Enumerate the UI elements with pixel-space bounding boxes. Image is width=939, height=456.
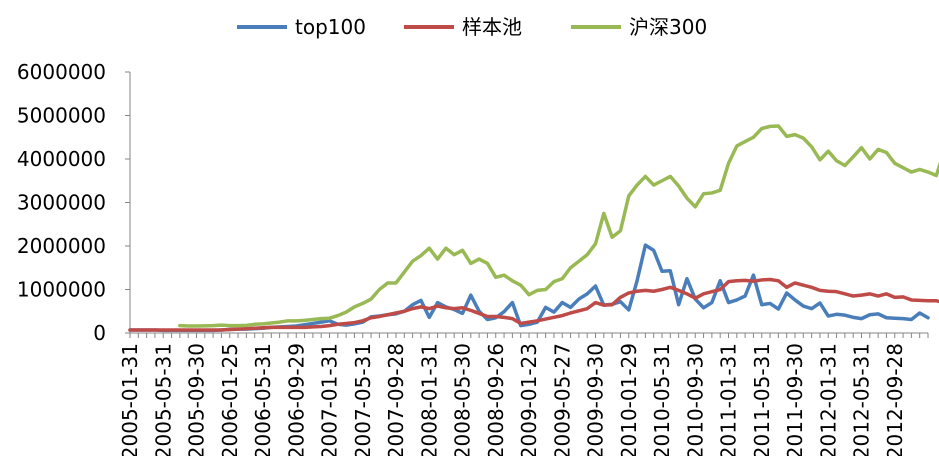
legend-label: 样本池 (462, 15, 522, 39)
y-tick-label: 2000000 (17, 234, 106, 258)
x-tick-label: 2007-05-31 (351, 343, 375, 456)
x-tick-label: 2010-01-29 (617, 343, 641, 456)
x-tick-label: 2006-01-25 (218, 343, 242, 456)
x-tick-label: 2009-05-27 (550, 343, 574, 456)
legend: top100 样本池 沪深300 (237, 15, 707, 39)
x-axis: 2005-01-31 2005-05-31 2005-09-30 2006-01-25… (118, 332, 929, 456)
x-tick-label: 2008-05-30 (451, 343, 475, 456)
x-tick-label: 2006-09-29 (284, 343, 308, 456)
x-tick-label: 2012-01-31 (816, 343, 840, 456)
y-tick-label: 5000000 (17, 104, 106, 128)
x-tick-label: 2009-01-23 (517, 343, 541, 456)
x-tick-label: 2012-09-28 (883, 343, 907, 456)
x-tick-label: 2007-01-31 (318, 343, 342, 456)
x-tick-label: 2008-01-31 (417, 343, 441, 456)
x-tick-label: 2012-05-31 (850, 343, 874, 456)
y-tick-label: 3000000 (17, 191, 106, 215)
series-layer (128, 124, 939, 333)
legend-label: 沪深300 (629, 15, 707, 39)
x-tick-label: 2011-09-30 (783, 343, 807, 456)
x-tick-label: 2011-01-31 (717, 343, 741, 456)
y-tick-label: 4000000 (17, 147, 106, 171)
x-tick-label: 2006-05-31 (251, 343, 275, 456)
series-line-csi300 (178, 124, 939, 328)
x-tick-label: 2010-09-30 (683, 343, 707, 456)
y-axis: 0 1000000 2000000 3000000 4000000 5000000 6000… (17, 60, 131, 345)
series-line-sample-pool (128, 277, 939, 332)
x-tick-label: 2008-09-26 (484, 343, 508, 456)
legend-label: top100 (295, 15, 366, 39)
x-tick-label: 2011-05-31 (750, 343, 774, 456)
y-tick-label: 1000000 (17, 278, 106, 302)
x-tick-label: 2010-05-31 (650, 343, 674, 456)
x-tick-label: 2005-09-30 (185, 343, 209, 456)
y-tick-label: 6000000 (17, 60, 106, 84)
x-tick-label: 2007-09-28 (384, 343, 408, 456)
y-tick-label: 0 (93, 321, 106, 345)
x-tick-label: 2005-05-31 (151, 343, 175, 456)
x-tick-label: 2009-09-30 (584, 343, 608, 456)
x-tick-label: 2005-01-31 (118, 343, 142, 456)
